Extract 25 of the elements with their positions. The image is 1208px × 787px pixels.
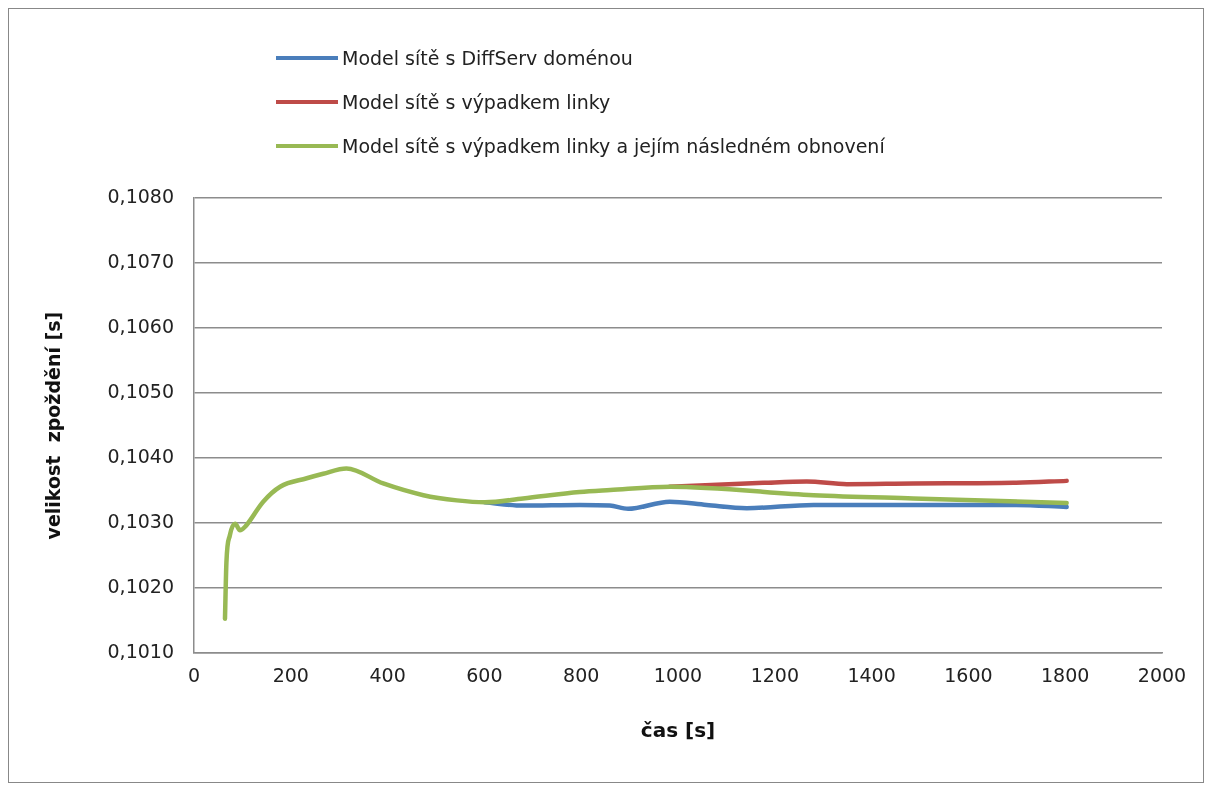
x-tick-label: 2000 — [1137, 663, 1187, 686]
x-tick-label: 0 — [187, 663, 201, 686]
legend-label: Model sítě s výpadkem linky a jejím následném obnovení — [342, 135, 885, 157]
x-tick-label: 1600 — [944, 663, 993, 686]
legend-label: Model sítě s DiffServ doménou — [342, 47, 633, 69]
x-tick-label: 600 — [466, 663, 503, 686]
x-tick-label: 800 — [563, 663, 600, 686]
x-axis-title: čas [s] — [640, 718, 716, 743]
x-tick-label: 200 — [272, 663, 309, 686]
y-tick-label: 0,1010 — [107, 640, 174, 663]
x-tick-label: 1000 — [653, 663, 703, 686]
y-axis-title: velikost zpoždění [s] — [42, 311, 65, 540]
x-tick-label: 400 — [369, 663, 406, 686]
y-tick-label: 0,1060 — [107, 314, 174, 337]
y-tick-label: 0,1040 — [107, 445, 174, 468]
x-tick-label: 1200 — [750, 663, 799, 686]
legend-label: Model sítě s výpadkem linky — [342, 91, 611, 113]
y-tick-label: 0,1020 — [107, 575, 174, 598]
line-series — [222, 466, 1069, 621]
x-tick-label: 1800 — [1041, 663, 1090, 686]
y-tick-label: 0,1030 — [107, 510, 174, 533]
x-tick-label: 1400 — [847, 663, 896, 686]
y-tick-label: 0,1050 — [107, 380, 174, 403]
y-tick-label: 0,1080 — [107, 184, 174, 207]
y-tick-label: 0,1070 — [107, 249, 174, 272]
